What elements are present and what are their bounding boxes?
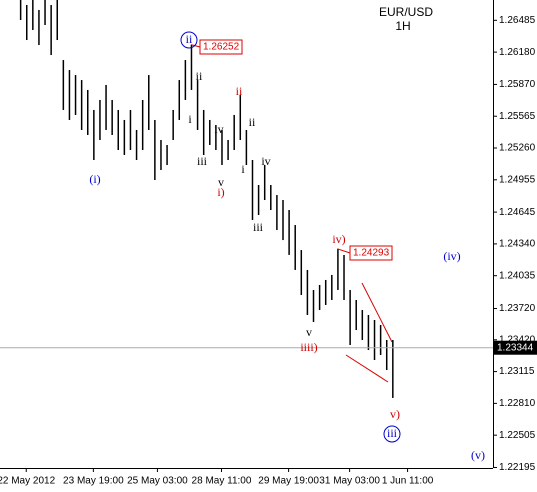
wave-circle — [383, 425, 401, 443]
y-tick-label: 1.24035 — [499, 270, 536, 281]
wave-label: ii — [186, 32, 193, 46]
y-tick-label: 1.24955 — [499, 174, 536, 185]
y-tick-label: 1.23115 — [499, 366, 535, 377]
wave-label: iii — [253, 220, 264, 234]
wave-label: (i) — [89, 172, 100, 186]
marker-leader — [190, 44, 201, 48]
y-tick-label: 1.22810 — [499, 398, 536, 409]
y-tick-label: 1.24340 — [499, 239, 536, 250]
last-price-box — [494, 340, 537, 355]
trend-line — [361, 282, 393, 343]
last-price-label: 1.23344 — [497, 342, 534, 353]
wave-label: iii — [387, 426, 398, 440]
wave-label: (v) — [471, 448, 485, 462]
wave-label: ii — [249, 115, 256, 129]
wave-label: iii — [197, 154, 208, 168]
wave-label: iv) — [332, 232, 345, 246]
price-marker-box — [349, 245, 393, 261]
x-tick-label: 29 May 19:00 — [258, 476, 319, 487]
y-tick-label: 1.24645 — [499, 207, 536, 218]
y-tick-label: 1.25565 — [499, 111, 536, 122]
wave-label: i — [241, 162, 245, 176]
x-tick-label: 25 May 03:00 — [127, 476, 188, 487]
marker-leader — [337, 248, 351, 254]
x-tick-label: 28 May 11:00 — [192, 476, 252, 487]
chart-subtitle: 1H — [395, 19, 410, 33]
wave-label: ii — [196, 69, 203, 83]
wave-label: (iv) — [443, 249, 460, 263]
x-tick-label: 23 May 19:00 — [63, 476, 124, 487]
wave-label: v — [218, 175, 224, 189]
x-tick-label: 1 Jun 11:00 — [382, 476, 434, 487]
wave-label: iiii) — [300, 340, 317, 354]
x-tick-label: 31 May 03:00 — [319, 476, 380, 487]
price-marker-label: 1.26252 — [203, 42, 240, 53]
y-tick-label: 1.25260 — [499, 143, 536, 154]
wave-circle — [180, 31, 198, 49]
wave-label: i) — [217, 185, 224, 199]
y-tick-label: 1.23420 — [499, 334, 536, 345]
y-tick-label: 1.25870 — [499, 79, 536, 90]
wave-label: iv — [214, 122, 223, 136]
y-tick-label: 1.22195 — [499, 462, 536, 473]
y-tick-label: 1.26180 — [499, 47, 536, 58]
y-tick-label: 1.22505 — [499, 430, 536, 441]
y-tick-label: 1.23720 — [499, 303, 536, 314]
wave-label: v — [306, 325, 312, 339]
wave-label: v) — [390, 407, 400, 421]
y-tick-label: 1.26485 — [499, 15, 536, 26]
wave-label: iv — [261, 154, 270, 168]
wave-label: ii — [236, 84, 243, 98]
price-marker-label: 1.24293 — [353, 248, 390, 259]
trend-line — [345, 354, 389, 383]
wave-label: i — [188, 112, 192, 126]
price-marker-box — [199, 39, 243, 55]
chart-title: EUR/USD — [379, 5, 433, 19]
x-tick-label: 22 May 2012 — [0, 476, 56, 487]
